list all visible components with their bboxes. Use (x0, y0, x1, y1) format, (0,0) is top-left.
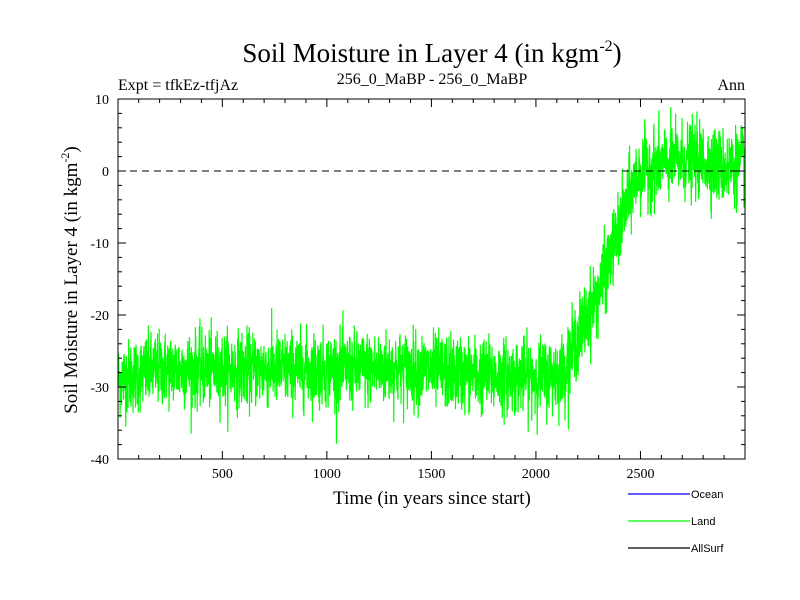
axis-ticks: 500 1000 1500 2000 2500 10 0 -10 -20 -30 -40 (90, 93, 745, 482)
y-tick-label: -10 (90, 237, 109, 252)
y-tick-label: 0 (102, 165, 109, 180)
experiment-label: Expt = tfkEz-tfjAz (118, 77, 238, 94)
y-tick-label: 10 (95, 93, 109, 108)
y-tick-label: -20 (90, 309, 109, 324)
season-label: Ann (717, 77, 745, 94)
x-tick-label: 1000 (313, 467, 341, 482)
x-tick-label: 2000 (522, 467, 550, 482)
x-tick-label: 500 (212, 467, 233, 482)
x-tick-label: 2500 (626, 467, 654, 482)
plot-frame (117, 98, 746, 460)
x-axis-label: Time (in years since start) (333, 488, 531, 509)
y-tick-label: -30 (90, 381, 109, 396)
y-axis-label: Soil Moisture in Layer 4 (in kgm-2) (58, 146, 82, 414)
legend-label-allsurf: AllSurf (691, 543, 724, 555)
legend-label-land: Land (691, 516, 715, 528)
x-tick-label: 1500 (417, 467, 445, 482)
legend-label-ocean: Ocean (691, 489, 723, 501)
experiment-pair-label: 256_0_MaBP - 256_0_MaBP (337, 71, 528, 88)
series-group (118, 106, 745, 444)
legend: Ocean Land AllSurf (628, 489, 724, 555)
chart-title: Soil Moisture in Layer 4 (in kgm-2) (242, 38, 621, 68)
series-line-land (118, 106, 745, 444)
y-tick-label: -40 (90, 453, 109, 468)
